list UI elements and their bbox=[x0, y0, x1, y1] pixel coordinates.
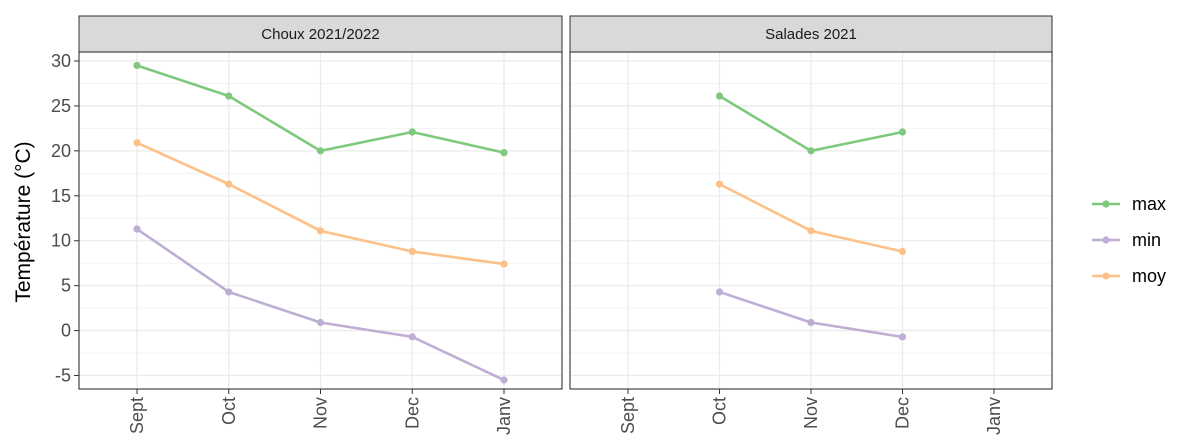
data-point-moy bbox=[225, 180, 233, 188]
y-tick-label: 20 bbox=[51, 141, 71, 161]
y-tick-label: 10 bbox=[51, 231, 71, 251]
data-point-max bbox=[225, 92, 233, 100]
legend-key-point bbox=[1102, 200, 1110, 208]
x-tick-label: Dec bbox=[402, 397, 422, 429]
facet-title: Salades 2021 bbox=[765, 26, 857, 43]
data-point-max bbox=[715, 92, 724, 100]
data-point-min bbox=[500, 376, 508, 384]
x-tick-label: Sept bbox=[618, 397, 638, 434]
data-point-max bbox=[316, 147, 325, 155]
y-tick-label: 0 bbox=[61, 321, 71, 341]
panel-0: Choux 2021/2022 -5 0 5 10 15 20 25 30 Sept Oct Nov D… bbox=[51, 15, 563, 435]
legend-item-moy: moy bbox=[1092, 266, 1166, 286]
facet-strip bbox=[569, 15, 1053, 53]
data-point-moy bbox=[898, 247, 907, 256]
data-point-max bbox=[898, 128, 907, 136]
facet-title: Choux 2021/2022 bbox=[261, 26, 379, 43]
legend-key-point bbox=[1102, 272, 1110, 280]
panels: Choux 2021/2022 -5 0 5 10 15 20 25 30 Sept Oct Nov D… bbox=[51, 15, 1053, 435]
data-point-min bbox=[807, 318, 815, 327]
data-point-min bbox=[408, 333, 416, 341]
legend-label: moy bbox=[1132, 266, 1166, 286]
x-tick-label: Nov bbox=[311, 397, 331, 429]
data-point-max bbox=[133, 61, 141, 70]
legend-item-min: min bbox=[1092, 230, 1161, 250]
data-point-min bbox=[898, 333, 907, 341]
x-tick-label: Oct bbox=[219, 397, 239, 425]
data-point-min bbox=[133, 225, 141, 233]
legend-key-point bbox=[1102, 236, 1110, 244]
data-point-max bbox=[807, 147, 815, 155]
legend: max min moy bbox=[1092, 194, 1166, 286]
data-point-max bbox=[500, 149, 508, 157]
facet-strip bbox=[78, 15, 563, 53]
data-point-moy bbox=[316, 227, 325, 235]
x-tick-label: Janv bbox=[984, 397, 1004, 435]
data-point-moy bbox=[133, 139, 141, 147]
legend-item-max: max bbox=[1092, 194, 1166, 214]
x-tick-label: Janv bbox=[494, 397, 514, 435]
data-point-moy bbox=[408, 247, 416, 256]
x-tick-label: Oct bbox=[710, 397, 730, 425]
data-point-max bbox=[408, 128, 416, 136]
x-tick-label: Nov bbox=[801, 397, 821, 429]
x-tick-label: Dec bbox=[893, 397, 913, 429]
data-point-moy bbox=[500, 260, 508, 268]
legend-label: min bbox=[1132, 230, 1161, 250]
data-point-moy bbox=[807, 227, 815, 235]
y-tick-label: 30 bbox=[51, 51, 71, 71]
y-tick-label: 15 bbox=[51, 186, 71, 206]
x-tick-label: Sept bbox=[127, 397, 147, 434]
y-tick-label: 5 bbox=[61, 276, 71, 296]
y-tick-label: 25 bbox=[51, 96, 71, 116]
legend-label: max bbox=[1132, 194, 1166, 214]
y-tick-label: -5 bbox=[55, 366, 71, 386]
data-point-min bbox=[225, 288, 233, 296]
data-point-min bbox=[715, 288, 724, 296]
data-point-moy bbox=[715, 180, 724, 188]
panel-1: Salades 2021 Sept Oct Nov Dec Janv bbox=[569, 15, 1053, 435]
y-axis-label: Température (°C) bbox=[12, 141, 35, 302]
data-point-min bbox=[316, 318, 325, 327]
